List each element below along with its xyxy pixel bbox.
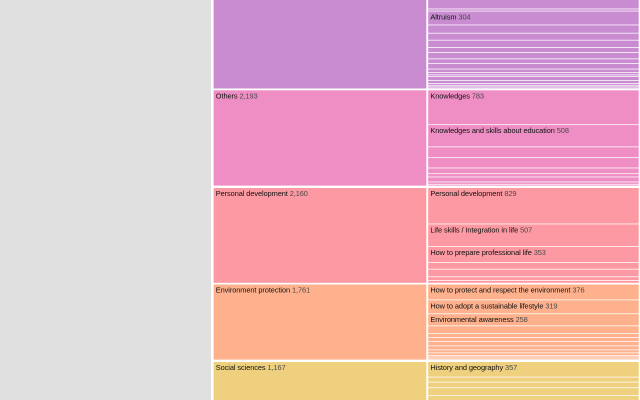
svg-text:History and geography 357: History and geography 357 <box>430 363 517 372</box>
svg-text:Altruism 304: Altruism 304 <box>430 12 470 21</box>
svg-text:Knowledges 783: Knowledges 783 <box>430 91 484 100</box>
svg-text:Social sciences 1,167: Social sciences 1,167 <box>216 363 286 372</box>
svg-text:How to protect and respect the: How to protect and respect the environme… <box>430 286 584 295</box>
svg-text:Knowledges and skills about ed: Knowledges and skills about education 50… <box>430 126 568 135</box>
svg-text:Environmental awareness 258: Environmental awareness 258 <box>430 315 527 324</box>
svg-text:How to adopt a sustainable lif: How to adopt a sustainable lifestyle 319 <box>430 301 557 310</box>
svg-text:How to prepare professional li: How to prepare professional life 353 <box>430 248 545 257</box>
svg-text:Environment protection 1,761: Environment protection 1,761 <box>216 286 310 295</box>
svg-text:Personal development 829: Personal development 829 <box>430 189 516 198</box>
svg-text:Others 2,193: Others 2,193 <box>216 91 258 100</box>
svg-text:Personal development 2,160: Personal development 2,160 <box>216 189 308 198</box>
svg-text:Life skills / Integration in l: Life skills / Integration in life 507 <box>430 225 532 234</box>
